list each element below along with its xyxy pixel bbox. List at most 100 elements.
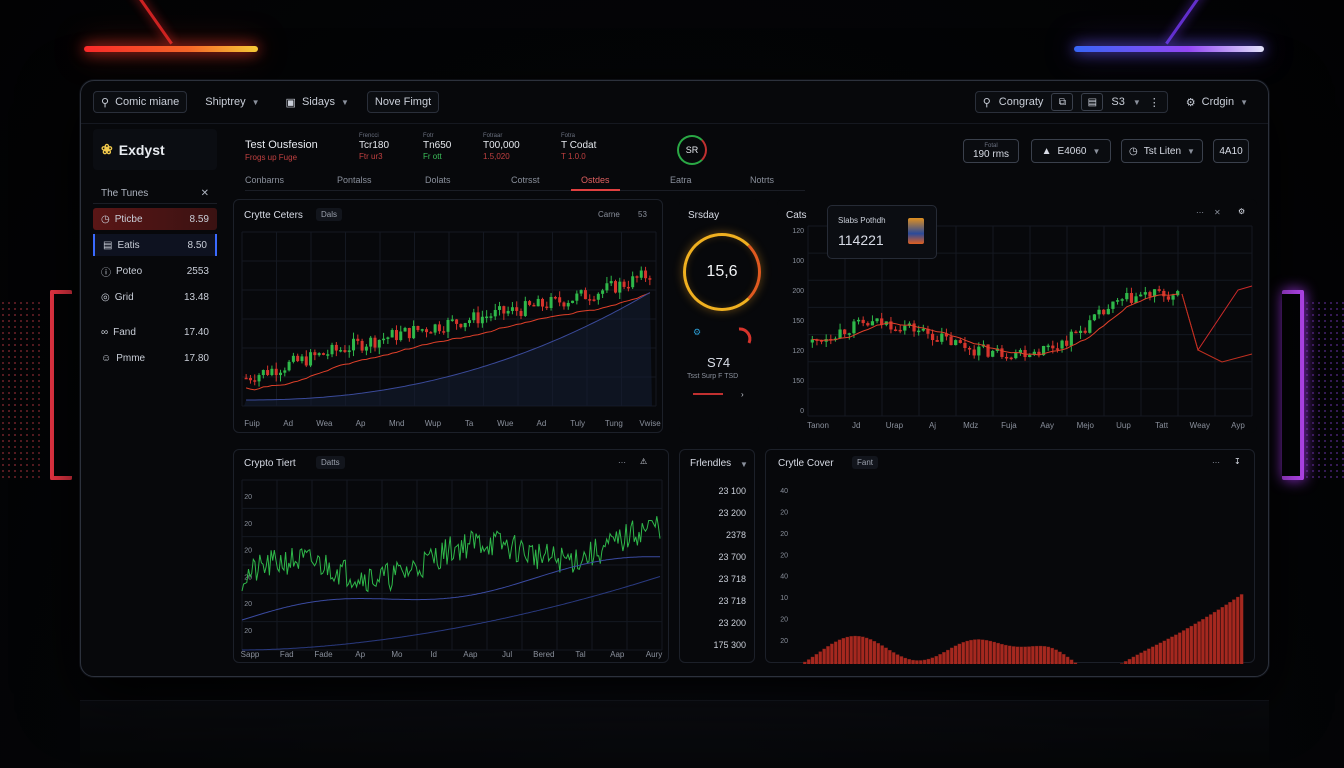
search-box[interactable]: ⚲ Comic miane [93,91,188,113]
trend-line [246,292,651,401]
candle-body [309,352,313,366]
candle-body [356,338,360,341]
candle-body [1171,295,1175,300]
chevron-down-icon[interactable]: ▼ [740,460,748,469]
currency-select[interactable]: ▲ E4060 ▼ [1031,139,1111,163]
panel-title: Frlendles [690,458,732,469]
more-icon[interactable]: ⋯ [1212,458,1220,467]
status-ring[interactable]: SR [677,135,707,165]
sidebar-item-poteo[interactable]: ⓘ Poteo 2553 [93,260,217,282]
value-list-item[interactable]: 23 100 [718,486,746,496]
candle-body [1051,345,1055,349]
bar [1162,640,1167,664]
tab-ostdes[interactable]: Ostdes [571,173,620,191]
value-list-item[interactable]: 23 700 [718,552,746,562]
count-box[interactable]: 4A10 [1213,139,1249,163]
sidebar-item-eatis[interactable]: ▤ Eatis 8.50 [93,234,217,256]
value-list-item[interactable]: 23 718 [718,596,746,606]
folder-icon[interactable]: ▤ [1081,93,1104,111]
candle-body [523,301,527,316]
mini-arc [738,327,752,344]
sidebar-item-grid[interactable]: ◎ Grid 13.48 [93,286,217,308]
panel-chip[interactable]: Dals [316,208,343,221]
gauge-slider[interactable]: › [693,389,753,399]
value-list-item[interactable]: 2378 [725,530,746,540]
bar [1143,650,1147,664]
close-icon[interactable]: ✕ [200,188,209,199]
tab-notrts[interactable]: Notrts [750,175,775,185]
value-list-item[interactable]: 23 718 [718,574,746,584]
x-tick-label: Weay [1190,421,1210,430]
neon-bar-right [1074,46,1264,52]
panel-tool-label[interactable]: Carne [598,210,620,219]
bar [973,639,977,664]
bar [1166,638,1170,664]
x-tick-label: Aj [929,421,936,430]
candle-body [1060,340,1064,349]
copy-icon[interactable]: ⧉ [1051,93,1074,111]
panel-tool-value[interactable]: 53 [638,210,647,219]
brand[interactable]: ❀ Exdyst [93,129,217,170]
area-fill [244,292,652,406]
panel-title: Crypto Tiert [244,458,296,469]
stat-value: T00,000 [483,140,520,151]
candle-body [321,353,325,355]
candle-body [583,290,587,300]
tab-conbarns[interactable]: Conbarns [245,175,285,185]
candle-body [622,281,626,287]
candle-body [893,329,898,331]
candle-body [515,307,519,311]
candle-body [1046,345,1050,348]
sidebar-item-pmme[interactable]: ☺ Pmme 17.80 [93,347,217,369]
menu-sidays[interactable]: ▣ Sidays ▼ [278,91,357,113]
bar [1042,646,1047,664]
sidebar-item-fand[interactable]: ∞ Fand 17.40 [93,321,217,343]
bar [888,650,892,664]
close-icon[interactable]: ✕ [1214,208,1221,217]
clock-icon: ◷ [101,213,110,225]
menu-shiptrey[interactable]: Shiptrey ▼ [197,91,267,113]
x-tick-label: Id [430,650,437,659]
sidebar-item-pticbe[interactable]: ◷ Pticbe 8.59 [93,208,217,230]
bar [1038,645,1043,664]
tab-eatra[interactable]: Eatra [670,175,692,185]
alert-icon[interactable]: ⚠ [640,457,648,466]
y-tick-label: 120 [792,348,804,355]
bar [810,656,815,664]
sidebar-section-header: The Tunes ✕ [93,184,217,204]
candle-body [648,278,652,280]
candle-body [917,330,921,333]
panel-chip[interactable]: Datts [316,456,345,469]
more-icon[interactable]: ⋮ [1148,96,1160,109]
right-search-label: Congraty [998,96,1044,108]
more-icon[interactable]: ⋯ [618,458,626,467]
right-search-box[interactable]: ⚲ Congraty ⧉ ▤ S3 ▼ ⋮ [974,91,1168,113]
candle-body [261,370,265,376]
x-tick-label: Fuip [244,419,260,428]
menu-nove-fimgt[interactable]: Nove Fimgt [366,91,440,113]
list-select[interactable]: ◷ Tst Liten ▼ [1121,139,1203,163]
tab-pontalss[interactable]: Pontalss [337,175,372,185]
more-icon[interactable]: ⋯ [1196,208,1204,217]
total-box[interactable]: Fotal 190 rms [963,139,1019,163]
value-card[interactable]: Slabs Pothdh 114221 [827,205,937,259]
tab-cotrsst[interactable]: Cotrsst [511,175,540,185]
candle-body [1023,349,1027,358]
candle-body [489,316,493,318]
value-list-item[interactable]: 23 200 [718,508,746,518]
tab-dolats[interactable]: Dolats [425,175,451,185]
bar [845,636,850,664]
candle-body [549,296,553,309]
value-list-item[interactable]: 23 200 [718,618,746,628]
value-list-item[interactable]: 175 300 [713,640,746,650]
stat-key: Frencci [359,133,379,139]
candle-body [930,333,935,341]
x-tick-label: Tanon [807,421,829,430]
box-label[interactable]: S3 [1111,96,1125,108]
panel-chip[interactable]: Fant [852,456,879,469]
settings-menu[interactable]: ⚙ Crdgin ▼ [1178,91,1256,113]
gear-icon[interactable]: ⚙ [1238,207,1246,216]
candle-body [373,337,377,348]
bar [1150,646,1155,664]
download-icon[interactable]: ↧ [1234,457,1241,466]
